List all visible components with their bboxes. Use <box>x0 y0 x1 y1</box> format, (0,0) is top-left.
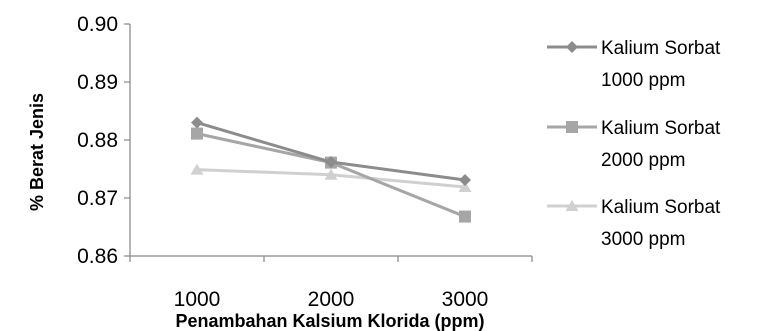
y-axis: 0.86 0.87 0.88 0.89 0.90 <box>77 13 131 268</box>
legend-label: Kalium Sorbat <box>601 197 721 218</box>
data-point <box>191 127 203 140</box>
legend-label: 1000 ppm <box>601 70 686 91</box>
legend-label: 3000 ppm <box>601 229 686 250</box>
y-tick-label: 0.88 <box>77 129 118 152</box>
x-axis: 1000 2000 3000 <box>129 255 533 311</box>
legend-item-1: Kalium Sorbat 1000 ppm <box>547 38 721 91</box>
y-axis-title: % Berat Jenis <box>27 93 47 211</box>
legend-label: 2000 ppm <box>601 150 686 171</box>
y-tick-label: 0.89 <box>77 71 118 94</box>
data-point <box>458 180 472 192</box>
legend-label: Kalium Sorbat <box>601 118 721 139</box>
series-1 <box>191 116 471 187</box>
x-tick-label: 2000 <box>308 288 355 311</box>
data-point <box>324 168 338 180</box>
legend-swatch-marker <box>566 41 578 53</box>
legend: Kalium Sorbat 1000 ppm Kalium Sorbat 2000 p… <box>547 38 721 250</box>
data-point <box>459 174 471 187</box>
data-point <box>191 116 203 129</box>
legend-label: Kalium Sorbat <box>601 38 721 59</box>
y-tick-label: 0.87 <box>77 187 118 210</box>
y-tick-label: 0.86 <box>77 245 118 268</box>
legend-swatch-marker <box>566 121 578 133</box>
x-tick-label: 1000 <box>174 288 221 311</box>
legend-item-2: Kalium Sorbat 2000 ppm <box>547 118 721 171</box>
series-3 <box>190 163 472 192</box>
data-point <box>459 210 471 223</box>
legend-item-3: Kalium Sorbat 3000 ppm <box>547 197 721 250</box>
data-point <box>190 163 204 175</box>
x-axis-title: Penambahan Kalsium Klorida (ppm) <box>175 311 484 331</box>
x-tick-label: 3000 <box>442 288 489 311</box>
data-point <box>325 156 337 169</box>
y-tick-label: 0.90 <box>77 13 118 36</box>
legend-swatch-marker <box>565 200 579 211</box>
series-layer <box>190 116 472 223</box>
